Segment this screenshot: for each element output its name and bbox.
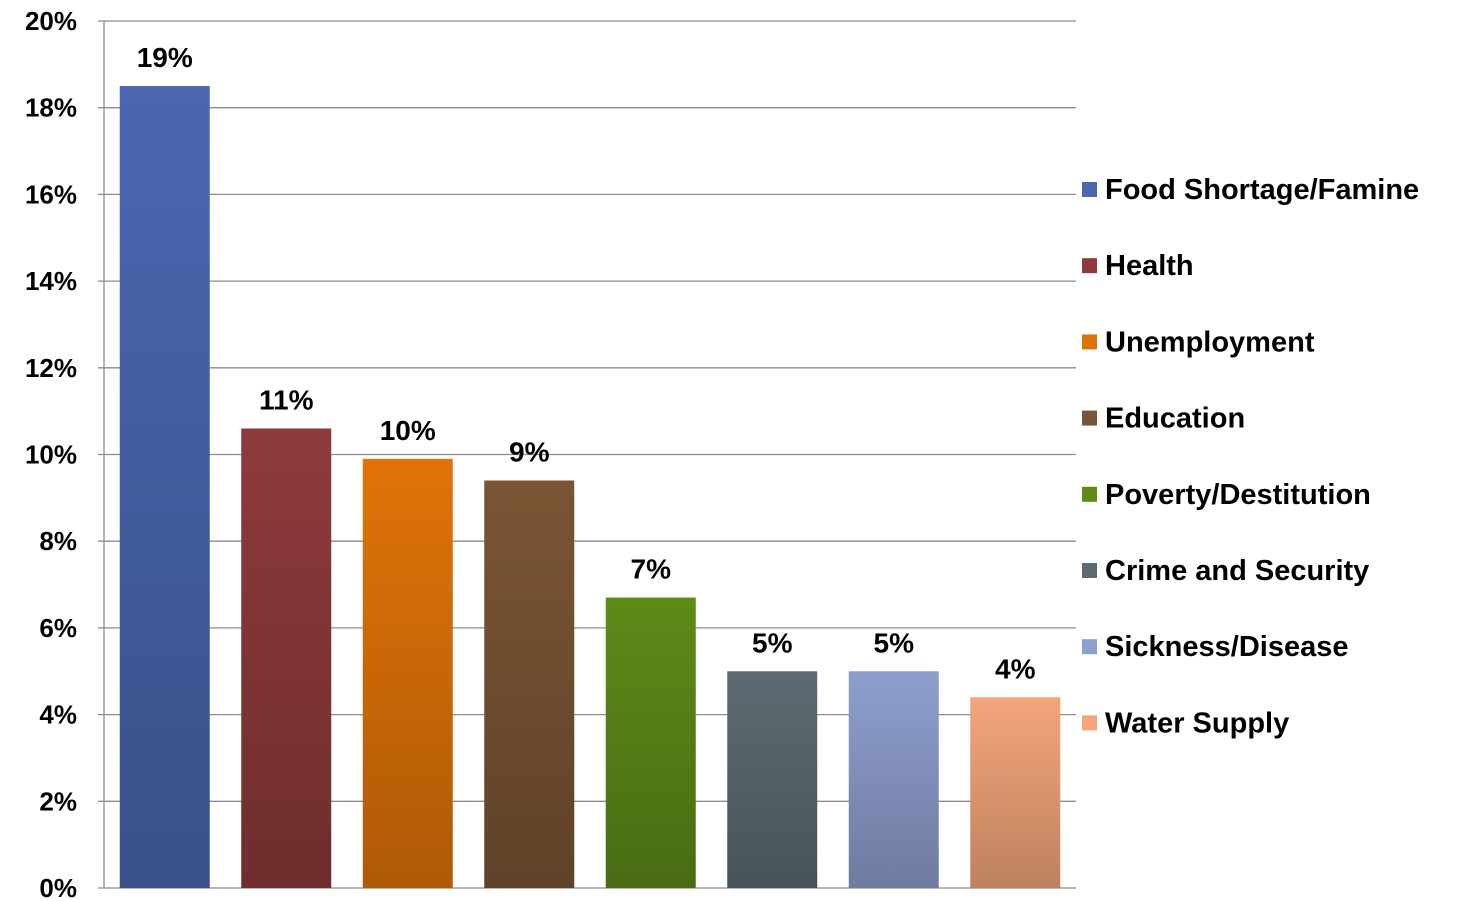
bar xyxy=(119,86,210,888)
data-label: 11% xyxy=(259,384,314,415)
data-label: 5% xyxy=(752,627,793,658)
bars xyxy=(119,86,1061,888)
data-labels: 19% 11% 10% 9% 7% 5% 5% 4% xyxy=(137,42,1036,684)
bar xyxy=(605,597,696,888)
legend-swatch xyxy=(1082,410,1097,426)
bar xyxy=(241,428,332,888)
y-tick-label: 10% xyxy=(25,440,77,470)
legend-label: Education xyxy=(1105,403,1245,435)
legend-swatch xyxy=(1082,715,1097,731)
bar xyxy=(484,480,575,888)
data-label: 4% xyxy=(995,653,1036,684)
bar xyxy=(848,671,939,888)
legend-label: Unemployment xyxy=(1105,326,1315,358)
legend-swatch xyxy=(1082,258,1097,274)
y-tick-label: 14% xyxy=(25,266,77,296)
legend-label: Food Shortage/Famine xyxy=(1105,174,1419,206)
bar xyxy=(362,458,453,888)
bar xyxy=(970,697,1061,888)
y-axis: 0% 2% 4% 6% 8% 10% 12% 14% 16% 18% 20% xyxy=(25,6,105,901)
legend-label: Poverty/Destitution xyxy=(1105,479,1371,511)
data-label: 7% xyxy=(631,554,672,585)
legend-label: Health xyxy=(1105,250,1194,282)
data-label: 10% xyxy=(380,415,436,446)
y-tick-label: 20% xyxy=(25,6,77,36)
y-tick-label: 12% xyxy=(25,353,77,383)
data-label: 5% xyxy=(874,627,915,658)
data-label: 19% xyxy=(137,42,193,73)
data-label: 9% xyxy=(509,437,550,468)
legend-swatch xyxy=(1082,334,1097,350)
y-tick-label: 16% xyxy=(25,179,77,209)
legend-label: Sickness/Disease xyxy=(1105,631,1348,663)
legend-swatch xyxy=(1082,639,1097,655)
bar xyxy=(727,671,818,888)
legend-swatch xyxy=(1082,182,1097,197)
y-tick-label: 0% xyxy=(39,873,77,901)
legend-label: Water Supply xyxy=(1105,707,1289,739)
y-tick-label: 2% xyxy=(39,786,77,816)
legend: Food Shortage/Famine Health Unemployment Ed… xyxy=(1082,174,1419,739)
y-tick-label: 6% xyxy=(39,613,77,643)
legend-swatch xyxy=(1082,486,1097,502)
legend-swatch xyxy=(1082,563,1097,578)
y-tick-label: 18% xyxy=(25,93,77,123)
y-tick-label: 8% xyxy=(39,526,77,556)
legend-label: Crime and Security xyxy=(1105,555,1369,587)
y-tick-label: 4% xyxy=(39,700,77,730)
